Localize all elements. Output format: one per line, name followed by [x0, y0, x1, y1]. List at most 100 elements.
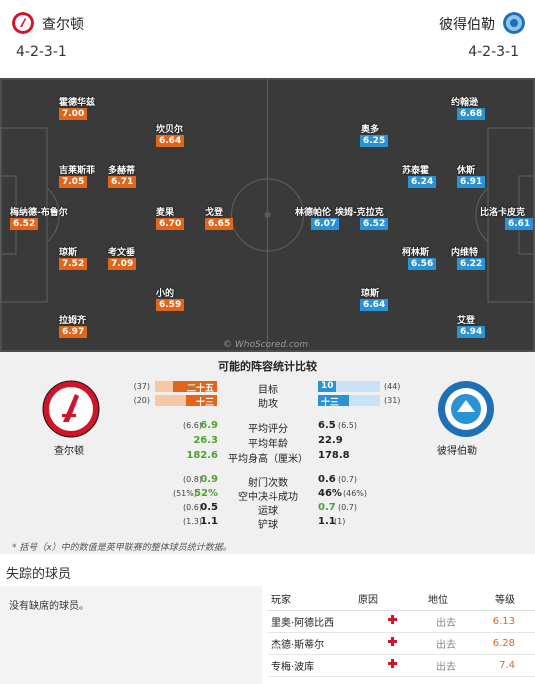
- player-name[interactable]: 琼斯: [59, 248, 78, 258]
- home-season-value: (6.6): [183, 421, 202, 430]
- charlton-crest-icon: [12, 12, 34, 34]
- player-name[interactable]: 艾登: [457, 316, 476, 326]
- away-value: 6.5: [318, 420, 336, 431]
- rating-cell: 6.28: [478, 632, 535, 655]
- table-row[interactable]: 杰德·斯蒂尔 出去 6.28: [268, 632, 535, 655]
- player-name[interactable]: 考文垂: [108, 248, 136, 258]
- no-missing-text: 没有缺席的球员。: [9, 601, 89, 612]
- player-name[interactable]: 休斯: [457, 166, 476, 176]
- player-rating: 6.97: [59, 326, 88, 338]
- player-name-cell[interactable]: 里奥·阿德比西: [268, 610, 358, 633]
- column-header-rating[interactable]: 等级: [478, 588, 535, 611]
- column-header-reason[interactable]: 原因: [358, 588, 428, 611]
- rating-cell: 6.13: [478, 610, 535, 633]
- away-formation: 4-2-3-1: [468, 44, 519, 60]
- player-name-cell[interactable]: 杰德·斯蒂尔: [268, 632, 358, 655]
- player-rating: 6.64: [156, 135, 185, 147]
- player-name[interactable]: 戈登: [205, 208, 224, 218]
- injury-cross-icon: [388, 637, 397, 646]
- away-value: 178.8: [318, 450, 350, 461]
- stat-label: 铲球: [258, 520, 278, 531]
- player-name[interactable]: 苏泰霍: [402, 166, 430, 176]
- player-name[interactable]: 琼斯: [361, 289, 380, 299]
- peterborough-crest-icon: [503, 12, 525, 34]
- away-assists-bar-track: 十三: [318, 395, 380, 408]
- column-header-player[interactable]: 玩家: [268, 588, 358, 611]
- away-season-value: (31): [384, 396, 401, 405]
- away-season-value: (44): [384, 382, 401, 391]
- home-missing-panel: 没有缺席的球员。: [0, 586, 262, 684]
- home-season-value: (0.6): [183, 503, 202, 512]
- home-compare-label[interactable]: 查尔顿: [54, 446, 84, 457]
- player-name[interactable]: 坎贝尔: [156, 125, 184, 135]
- stat-label: 平均年龄: [248, 439, 288, 450]
- player-name[interactable]: 奥多: [361, 125, 380, 135]
- home-goals-value: 二十五: [186, 384, 214, 394]
- player-rating: 7.05: [59, 176, 88, 188]
- stat-label: 助攻: [258, 399, 278, 410]
- away-value: 0.7: [318, 502, 336, 513]
- player-rating: 7.09: [108, 258, 137, 270]
- player-name[interactable]: 吉莱斯菲: [59, 166, 96, 176]
- injury-cross-icon: [388, 659, 397, 668]
- player-name[interactable]: 约翰逊: [451, 98, 479, 108]
- away-team-name[interactable]: 彼得伯勒: [439, 17, 495, 33]
- home-season-value: (51%): [172, 489, 197, 498]
- home-value: 1.1: [200, 516, 218, 527]
- player-name[interactable]: 麦果: [156, 208, 175, 218]
- table-row[interactable]: 里奥·阿德比西 出去 6.13: [268, 610, 535, 633]
- reason-cell: [358, 654, 428, 677]
- home-formation: 4-2-3-1: [16, 44, 67, 60]
- away-season-value: (6.5): [338, 421, 357, 430]
- home-goals-bar: 二十五: [173, 381, 217, 394]
- player-name[interactable]: 内维特: [451, 248, 479, 258]
- home-season-value: (20): [133, 396, 150, 405]
- player-name[interactable]: 比洛卡皮克: [480, 208, 526, 218]
- away-goals-value: 10: [321, 381, 334, 391]
- status-cell: 出去: [428, 632, 478, 655]
- injury-cross-icon: [388, 615, 397, 624]
- table-row[interactable]: 专梅·波库 出去 7.4: [268, 654, 535, 677]
- player-name[interactable]: 林德帕伦: [295, 208, 332, 218]
- match-header: 查尔顿 4-2-3-1 彼得伯勒 4-2-3-1: [0, 0, 535, 78]
- player-rating: 6.94: [457, 326, 486, 338]
- away-season-value: (46%): [343, 489, 368, 498]
- home-assists-bar: 十三: [186, 395, 217, 408]
- comparison-title: 可能的阵容统计比较: [218, 360, 317, 373]
- away-value: 46%: [318, 488, 342, 499]
- home-assists-value: 十三: [195, 398, 214, 408]
- home-value: 6.9: [200, 420, 218, 431]
- home-value: 52%: [194, 488, 218, 499]
- player-name[interactable]: 小的: [156, 289, 175, 299]
- player-name[interactable]: 柯林斯: [402, 248, 430, 258]
- footnote: * 括号（x）中的数值是英甲联赛的整体球员统计数据。: [12, 543, 232, 553]
- player-rating: 6.24: [408, 176, 437, 188]
- player-name[interactable]: 霍德华兹: [59, 98, 96, 108]
- home-team-name[interactable]: 查尔顿: [42, 17, 84, 33]
- away-value: 22.9: [318, 435, 343, 446]
- status-cell: 出去: [428, 610, 478, 633]
- stat-label: 射门次数: [248, 478, 288, 489]
- player-rating: 6.59: [156, 299, 185, 311]
- away-season-value: (0.7): [338, 503, 357, 512]
- player-name[interactable]: 梅纳德-布鲁尔: [10, 208, 68, 218]
- watermark: © WhoScored.com: [223, 340, 309, 350]
- player-name[interactable]: 埃姆-克拉克: [335, 208, 384, 218]
- away-goals-bar: 10: [318, 381, 336, 392]
- away-compare-label[interactable]: 彼得伯勒: [437, 446, 477, 457]
- stat-label: 运球: [258, 506, 278, 517]
- away-missing-table: 玩家 原因 地位 等级 里奥·阿德比西 出去 6.13 杰德·斯蒂尔 出去 6.…: [268, 588, 535, 677]
- column-header-status[interactable]: 地位: [428, 588, 478, 611]
- player-name-cell[interactable]: 专梅·波库: [268, 654, 358, 677]
- player-rating: 6.52: [360, 218, 389, 230]
- player-name[interactable]: 拉姆齐: [59, 316, 87, 326]
- away-season-value: (1): [334, 517, 346, 526]
- player-rating: 6.56: [408, 258, 437, 270]
- player-rating: 6.65: [205, 218, 234, 230]
- player-rating: 6.91: [457, 176, 486, 188]
- home-value: 0.5: [200, 502, 218, 513]
- away-value: 0.6: [318, 474, 336, 485]
- away-goals-bar-track: 10: [318, 381, 380, 392]
- player-rating: 6.25: [360, 135, 389, 147]
- player-name[interactable]: 多赫蒂: [108, 166, 136, 176]
